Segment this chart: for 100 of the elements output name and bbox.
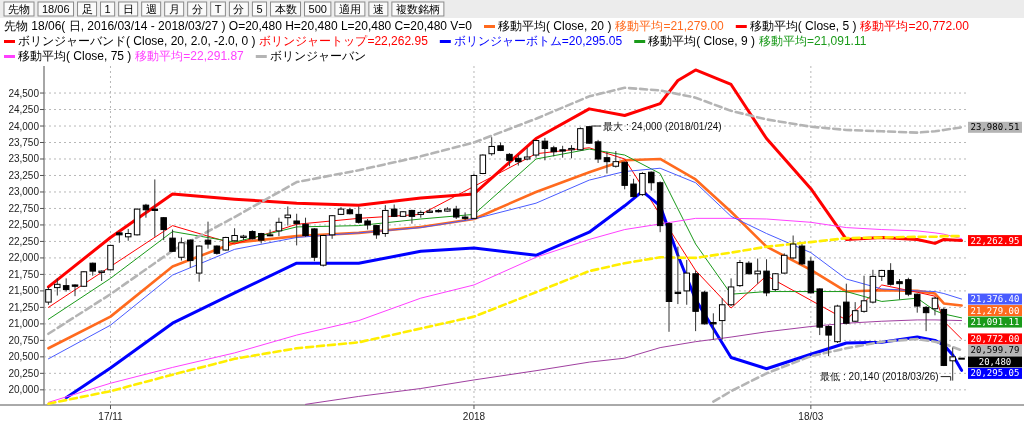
candlestick	[710, 312, 717, 341]
candlestick	[825, 324, 832, 357]
text: T	[214, 3, 222, 15]
data-label: 22,262.95	[970, 235, 1020, 246]
data-label: 20,295.05	[970, 368, 1020, 379]
text: 速	[372, 3, 384, 15]
y-tick-label: 22,250	[8, 235, 40, 247]
y-tick-label: 22,750	[8, 202, 40, 214]
y-tick-label: 23,250	[8, 169, 40, 181]
y-tick-label: 20,750	[8, 334, 40, 346]
data-label: 23,980.51	[970, 122, 1020, 133]
text: 複数銘柄	[395, 3, 440, 15]
candlestick	[639, 171, 646, 197]
y-tick-label: 24,500	[8, 87, 40, 99]
candlestick	[151, 178, 159, 238]
data-label: 21,091.11	[970, 317, 1020, 328]
candlestick	[727, 277, 735, 307]
text: 分	[233, 3, 245, 15]
candlestick	[754, 258, 761, 285]
y-tick-label: 23,500	[8, 153, 40, 165]
x-tick-label: 18/03	[798, 411, 824, 422]
y-tick-label: 21,250	[8, 301, 40, 313]
x-tick-label: 2018	[462, 411, 486, 422]
x-tick-label: 17/11	[98, 411, 124, 422]
candlestick	[169, 229, 176, 253]
candlestick	[461, 211, 469, 221]
candlestick	[603, 151, 611, 174]
data-label: 21,376.40	[970, 294, 1020, 305]
candlestick	[736, 259, 744, 288]
y-tick-label: 22,000	[8, 252, 40, 264]
candlestick	[683, 259, 690, 306]
annotation: 最低 : 20,140 (2018/03/26)	[820, 371, 939, 383]
candlestick	[284, 205, 292, 227]
candlestick	[293, 213, 300, 246]
text: 先物	[8, 3, 30, 15]
candlestick	[488, 136, 495, 157]
annotation: 最大 : 24,000 (2018/01/24)	[603, 120, 722, 132]
candlestick	[718, 297, 726, 341]
y-tick-label: 21,750	[8, 268, 40, 280]
text: 1	[104, 3, 111, 15]
y-tick-label: 21,500	[8, 285, 40, 297]
text: 日	[122, 3, 134, 15]
candlestick	[382, 204, 389, 238]
text: ボリンジャーボトム=20,295.05	[453, 34, 623, 48]
candlestick	[302, 217, 309, 238]
text: ボリンジャートップ=22,262.95	[259, 34, 429, 48]
chart-title: 先物 18/06( 日, 2016/03/14 - 2018/03/27 ) O=20,480 H=20,480 L=20,480 C=20,480 V=0	[4, 19, 473, 33]
candlestick	[949, 347, 956, 382]
text: 足	[81, 3, 93, 15]
candlestick	[674, 246, 682, 305]
candlestick	[594, 139, 602, 164]
text: 5	[256, 3, 263, 15]
candlestick	[763, 258, 770, 297]
text: 20,480	[978, 356, 1012, 367]
candlestick	[71, 283, 79, 297]
candlestick	[851, 301, 859, 323]
candlestick	[887, 262, 894, 287]
candlestick	[178, 236, 185, 262]
candlestick	[922, 305, 930, 332]
y-tick-label: 23,750	[8, 137, 40, 149]
data-label: 20,772.00	[970, 333, 1020, 344]
text: 移動平均=20,772.00	[860, 19, 970, 33]
candlestick	[408, 209, 416, 225]
candlestick	[266, 229, 274, 237]
data-label: 21,279.00	[970, 305, 1020, 316]
candlestick	[896, 278, 903, 300]
legend-label: ボリンジャーバンド( Close, 20, 2.0, -2.0, 0 )	[18, 34, 256, 48]
candlestick	[860, 275, 868, 314]
candlestick	[905, 277, 912, 297]
y-tick-label: 20,000	[8, 384, 40, 396]
candlestick	[621, 161, 628, 190]
text: 18/06	[42, 3, 70, 15]
text: 適用	[338, 3, 361, 15]
y-tick-label: 24,250	[8, 104, 40, 116]
y-tick-label: 22,500	[8, 219, 40, 231]
text: 移動平均=21,091.11	[758, 34, 867, 48]
text: 週	[145, 3, 157, 15]
candlestick	[328, 214, 336, 240]
candlestick	[781, 252, 788, 275]
legend-label: 移動平均( Close, 20 )	[498, 19, 612, 33]
candlestick	[275, 217, 283, 237]
text: 500	[308, 3, 327, 15]
candlestick	[843, 283, 850, 326]
y-tick-label: 24,000	[8, 120, 40, 132]
text: 移動平均=21,279.00	[615, 19, 725, 33]
legend-label: 移動平均( Close, 9 )	[648, 34, 755, 48]
text: 移動平均=22,291.87	[135, 49, 245, 63]
text: 分	[191, 3, 203, 15]
candlestick	[160, 216, 167, 241]
text: 月	[168, 3, 180, 15]
candlestick	[541, 137, 549, 161]
text: 本数	[274, 3, 297, 15]
candlestick	[204, 221, 212, 250]
y-tick-label: 20,250	[8, 367, 40, 379]
data-label: 20,599.79	[970, 345, 1020, 356]
y-tick-label: 21,000	[8, 318, 40, 330]
candlestick	[187, 238, 194, 269]
y-tick-label: 20,500	[8, 351, 40, 363]
legend-label: 移動平均( Close, 5 )	[749, 19, 857, 33]
legend-label: 移動平均( Close, 75 )	[18, 49, 132, 63]
